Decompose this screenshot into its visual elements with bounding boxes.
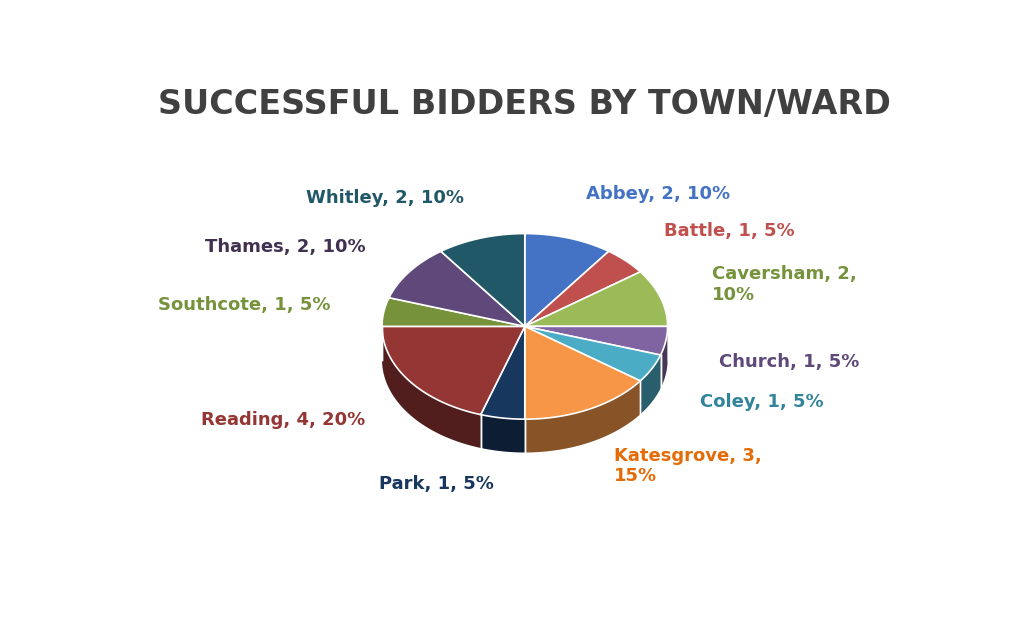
Polygon shape [640,355,660,414]
Ellipse shape [382,267,668,452]
Text: SUCCESSFUL BIDDERS BY TOWN/WARD: SUCCESSFUL BIDDERS BY TOWN/WARD [159,88,891,121]
Text: Abbey, 2, 10%: Abbey, 2, 10% [586,185,730,203]
Polygon shape [524,234,608,326]
Text: Southcote, 1, 5%: Southcote, 1, 5% [158,296,330,315]
Polygon shape [382,326,524,415]
Text: Whitley, 2, 10%: Whitley, 2, 10% [306,189,464,208]
Polygon shape [382,326,480,448]
Polygon shape [480,415,524,452]
Text: Church, 1, 5%: Church, 1, 5% [720,353,860,371]
Polygon shape [524,272,668,326]
Text: Park, 1, 5%: Park, 1, 5% [379,475,494,493]
Text: Katesgrove, 3,
15%: Katesgrove, 3, 15% [614,447,762,485]
Polygon shape [389,252,524,326]
Polygon shape [660,326,668,388]
Polygon shape [524,326,640,419]
Text: Thames, 2, 10%: Thames, 2, 10% [205,239,366,256]
Polygon shape [441,234,524,326]
Text: Coley, 1, 5%: Coley, 1, 5% [700,394,824,412]
Polygon shape [524,252,640,326]
Polygon shape [382,298,524,326]
Polygon shape [524,326,660,381]
Text: Caversham, 2,
10%: Caversham, 2, 10% [712,265,857,304]
Polygon shape [524,326,668,355]
Polygon shape [480,326,524,419]
Text: Reading, 4, 20%: Reading, 4, 20% [201,412,366,430]
Text: Battle, 1, 5%: Battle, 1, 5% [665,222,795,240]
Polygon shape [524,381,640,452]
